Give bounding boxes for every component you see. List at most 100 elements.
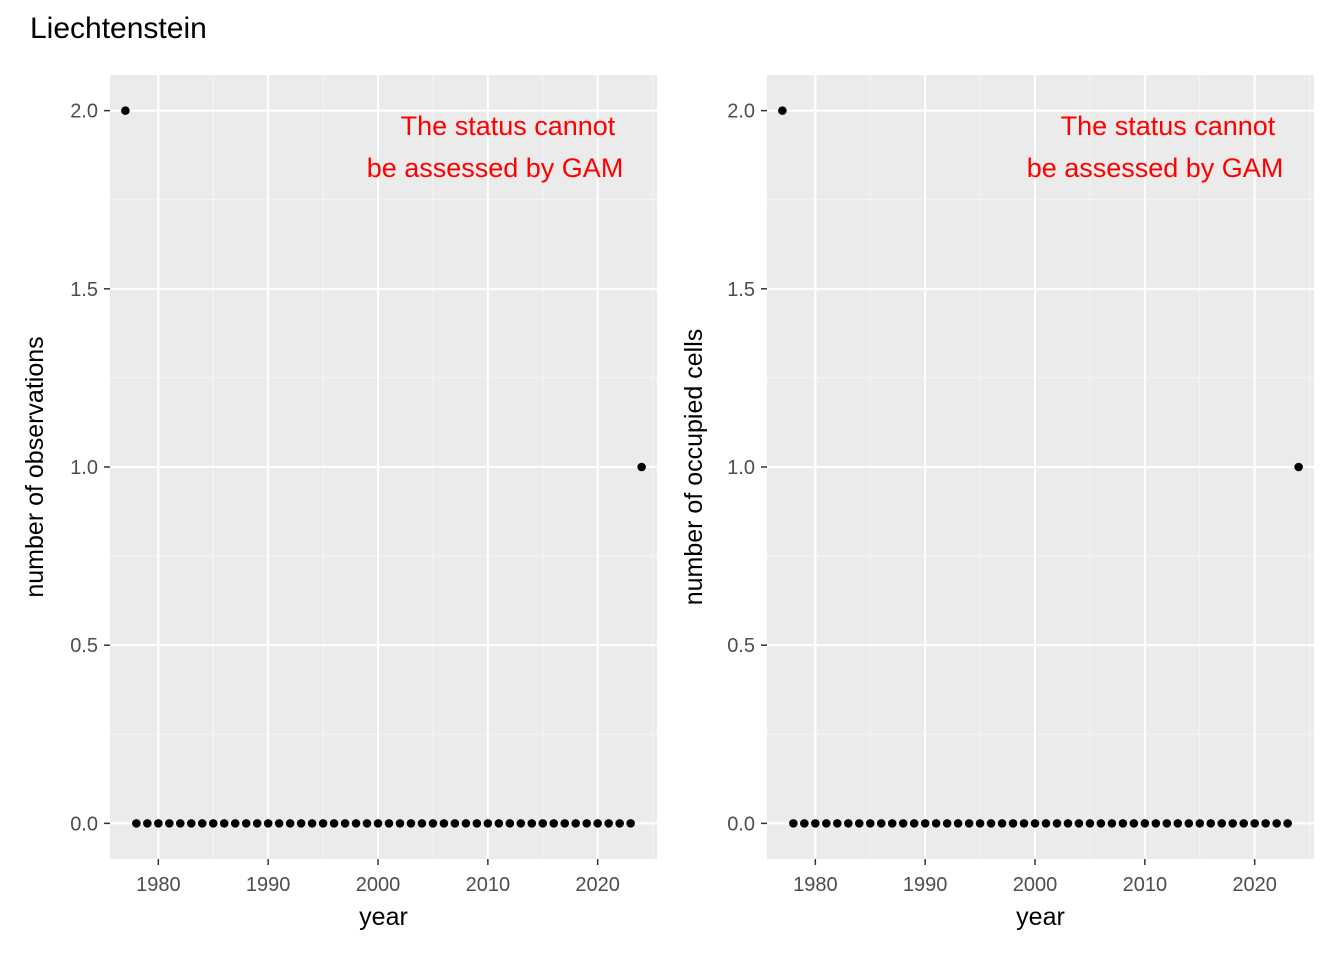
y-tick-label: 0.0 xyxy=(727,813,755,835)
data-point xyxy=(428,819,438,828)
data-point xyxy=(186,819,196,828)
data-point xyxy=(527,819,537,828)
data-point xyxy=(920,819,930,828)
x-axis-title: year xyxy=(1016,903,1065,931)
data-point xyxy=(307,819,317,828)
data-point xyxy=(505,819,515,828)
y-tick-label: 0.0 xyxy=(70,813,98,835)
annotation-line-1: The status cannot xyxy=(1061,111,1276,141)
data-point xyxy=(909,819,919,828)
data-point xyxy=(395,819,405,828)
x-tick-label: 2010 xyxy=(1123,874,1168,896)
data-point xyxy=(822,819,831,828)
y-tick-label: 2.0 xyxy=(70,101,98,123)
data-point xyxy=(1228,819,1238,828)
data-point xyxy=(132,819,141,828)
data-point xyxy=(549,819,559,828)
data-point xyxy=(1140,819,1150,828)
y-tick-label: 1.5 xyxy=(727,279,755,301)
x-tick-label: 2000 xyxy=(1013,874,1058,896)
data-point xyxy=(516,819,526,828)
data-point xyxy=(887,819,897,828)
data-point xyxy=(964,819,974,828)
data-point xyxy=(560,819,570,828)
data-point xyxy=(1118,819,1128,828)
data-point xyxy=(494,819,504,828)
y-tick-label: 0.5 xyxy=(727,635,755,657)
data-point xyxy=(1052,819,1062,828)
data-point xyxy=(1294,462,1303,472)
data-point xyxy=(1184,819,1194,828)
data-point xyxy=(1217,819,1227,828)
x-tick-label: 1990 xyxy=(903,874,948,896)
y-tick-label: 2.0 xyxy=(727,101,755,123)
data-point xyxy=(143,819,152,828)
data-point xyxy=(340,819,350,828)
data-point xyxy=(197,819,207,828)
data-point xyxy=(417,819,427,828)
data-point xyxy=(538,819,548,828)
data-point xyxy=(1272,819,1281,828)
x-tick-label: 2020 xyxy=(575,874,620,896)
data-point xyxy=(1173,819,1183,828)
plot-panel-2: 1980 1990 2000 2010 2020 0.0 0.5 1.0 1.5 2.0 The s… xyxy=(680,75,1314,931)
data-point xyxy=(208,819,218,828)
y-tick-label: 0.5 xyxy=(70,635,98,657)
data-point xyxy=(789,819,798,828)
data-point xyxy=(230,819,240,828)
x-tick-label: 1980 xyxy=(793,874,838,896)
data-point xyxy=(1063,819,1073,828)
data-point xyxy=(637,462,646,472)
data-point xyxy=(1195,819,1205,828)
data-point xyxy=(1085,819,1095,828)
data-point xyxy=(593,819,602,828)
x-axis-title: year xyxy=(359,903,408,931)
data-point xyxy=(865,819,875,828)
annotation-line-2: be assessed by GAM xyxy=(367,153,624,183)
data-point xyxy=(1283,819,1292,828)
data-point xyxy=(165,819,174,828)
data-point xyxy=(439,819,449,828)
data-point xyxy=(318,819,328,828)
data-point xyxy=(1041,819,1051,828)
x-tick-label: 2010 xyxy=(466,874,511,896)
annotation-line-2: be assessed by GAM xyxy=(1027,153,1284,183)
data-point xyxy=(615,819,624,828)
annotation-line-1: The status cannot xyxy=(401,111,616,141)
data-point xyxy=(571,819,581,828)
data-point xyxy=(986,819,996,828)
data-point xyxy=(263,819,273,828)
y-tick-label: 1.0 xyxy=(70,457,98,479)
data-point xyxy=(942,819,952,828)
data-point xyxy=(832,819,842,828)
data-point xyxy=(854,819,864,828)
y-tick-label: 1.0 xyxy=(727,457,755,479)
y-axis-title: number of occupied cells xyxy=(680,329,708,606)
data-point xyxy=(175,819,185,828)
data-point xyxy=(121,106,130,115)
data-point xyxy=(898,819,908,828)
data-point xyxy=(1074,819,1084,828)
data-point xyxy=(1019,819,1029,828)
data-point xyxy=(450,819,460,828)
data-point xyxy=(1239,819,1249,828)
data-point xyxy=(154,819,163,828)
figure-title: Liechtenstein xyxy=(30,12,207,45)
x-tick-label: 1980 xyxy=(136,874,181,896)
data-point xyxy=(800,819,809,828)
data-point xyxy=(778,106,787,115)
data-point xyxy=(252,819,262,828)
data-point xyxy=(241,819,251,828)
data-point xyxy=(219,819,229,828)
data-point xyxy=(296,819,306,828)
data-point xyxy=(604,819,613,828)
data-point xyxy=(384,819,394,828)
x-tick-label: 1990 xyxy=(246,874,291,896)
plot-panel-1: 1980 1990 2000 2010 2020 0.0 0.5 1.0 1.5 2.0 The s… xyxy=(21,75,657,931)
data-point xyxy=(351,819,361,828)
data-point xyxy=(274,819,284,828)
data-point xyxy=(483,819,493,828)
data-point xyxy=(953,819,963,828)
data-point xyxy=(626,819,635,828)
